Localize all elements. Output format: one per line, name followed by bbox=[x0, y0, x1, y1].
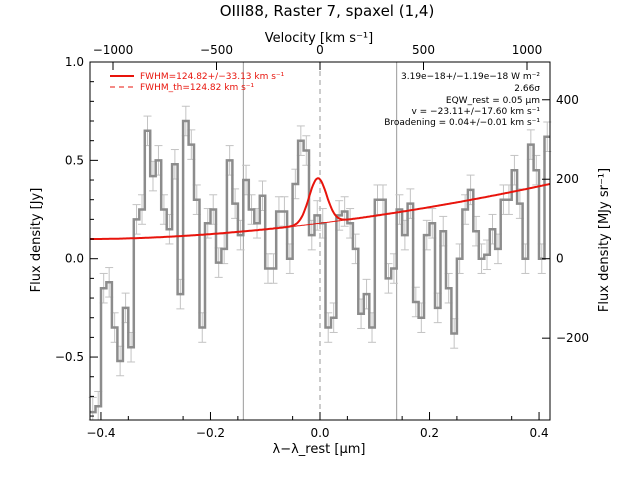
top-tick-label: 1000 bbox=[512, 43, 543, 57]
top-tick-label: −1000 bbox=[93, 43, 134, 57]
legend: FWHM=124.82+/−33.13 km s⁻¹ FWHM_th=124.8… bbox=[110, 72, 285, 93]
y-tick-label: 0.0 bbox=[65, 252, 84, 266]
y-tick-label: 1.0 bbox=[65, 55, 84, 69]
gaussian-fit-curve bbox=[90, 177, 551, 240]
theoretical-fit-curve bbox=[281, 177, 359, 229]
x-tick-label: −0.2 bbox=[196, 426, 225, 440]
x-tick-label: 0.4 bbox=[530, 426, 549, 440]
legend-fit-label: FWHM=124.82+/−33.13 km s⁻¹ bbox=[140, 72, 285, 82]
y-tick-label: −0.5 bbox=[55, 350, 84, 364]
fit-layer bbox=[90, 177, 551, 240]
data-layer bbox=[88, 105, 552, 421]
annotation-significance: 2.66σ bbox=[514, 84, 540, 94]
top-tick-label: 500 bbox=[412, 43, 435, 57]
top-tick-label: 0 bbox=[316, 43, 324, 57]
annotation-line-flux: 3.19e−18+/−1.19e−18 W m⁻² bbox=[401, 72, 540, 82]
y2-tick-label: 0 bbox=[556, 252, 564, 266]
annotation-eqw: EQW_rest = 0.05 μm bbox=[446, 96, 540, 106]
x-tick-label: 0.2 bbox=[420, 426, 439, 440]
ticks-layer: −0.4 −0.2 0.0 0.2 0.4 −1000 −500 0 500 1000 −0.5 0.… bbox=[55, 43, 589, 440]
legend-theoretical-label: FWHM_th=124.82 km s⁻¹ bbox=[140, 83, 255, 93]
y2-axis-title: Flux density [MJy sr⁻¹] bbox=[597, 168, 612, 312]
top-tick-label: −500 bbox=[200, 43, 233, 57]
y-tick-label: 0.5 bbox=[65, 153, 84, 167]
y2-tick-label: 400 bbox=[556, 93, 579, 107]
fit-annotations: 3.19e−18+/−1.19e−18 W m⁻² 2.66σ EQW_rest… bbox=[384, 72, 540, 128]
top-axis-title: Velocity [km s⁻¹] bbox=[265, 31, 373, 46]
x-axis-title: λ−λ_rest [μm] bbox=[273, 442, 366, 457]
annotation-velocity: v = −23.11+/−17.60 km s⁻¹ bbox=[411, 107, 540, 117]
y2-tick-label: −200 bbox=[556, 331, 589, 345]
y-axis-title: Flux density [Jy] bbox=[29, 188, 44, 293]
flux-spectrum bbox=[90, 119, 550, 414]
y2-tick-label: 200 bbox=[556, 172, 579, 186]
chart-title: OIII88, Raster 7, spaxel (1,4) bbox=[220, 2, 435, 20]
x-tick-label: 0.0 bbox=[310, 426, 329, 440]
x-tick-label: −0.4 bbox=[86, 426, 115, 440]
annotation-broadening: Broadening = 0.04+/−0.01 km s⁻¹ bbox=[384, 118, 540, 128]
